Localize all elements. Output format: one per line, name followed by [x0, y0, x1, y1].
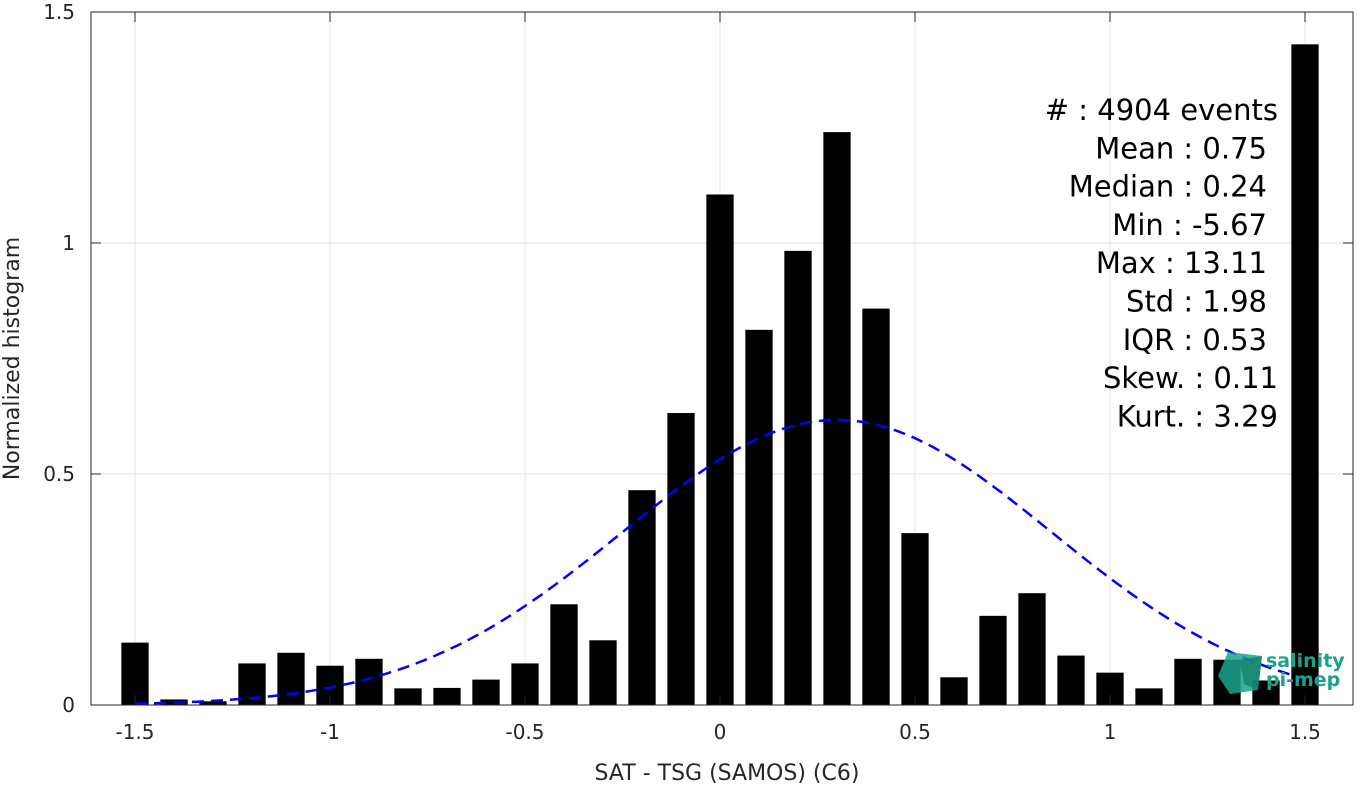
stats-line: Mean : 0.75: [1095, 131, 1267, 165]
y-tick-label: 1: [62, 231, 75, 255]
stats-annotation: # : 4904 events Mean : 0.75 Median : 0.24 M…: [1045, 93, 1278, 433]
stats-line: Std : 1.98: [1126, 285, 1267, 319]
histogram-bar: [355, 658, 383, 705]
histogram-bar: [862, 308, 890, 705]
histogram-bar: [472, 679, 500, 705]
histogram-bar: [979, 615, 1007, 705]
x-tick-label: 1: [1104, 720, 1117, 744]
y-tick-label: 0: [62, 693, 75, 717]
plot-frame: [90, 11, 1354, 706]
histogram-bar: [121, 642, 149, 705]
histogram-bar: [1018, 593, 1046, 705]
histogram-bar: [1135, 688, 1163, 705]
x-tick-label: 0: [714, 720, 727, 744]
gaussian-fit-curve: [134, 418, 1306, 705]
x-tick-label: -0.5: [505, 720, 544, 744]
histogram-bar: [550, 604, 578, 705]
y-tick-label: 0.5: [43, 462, 75, 486]
logo-text-salinity: salinity: [1266, 650, 1345, 672]
histogram-bar: [199, 701, 227, 705]
histogram-bar: [277, 652, 305, 705]
histogram-bar: [745, 329, 773, 705]
histogram-bar: [784, 250, 812, 705]
x-tick-label: 1.5: [1289, 720, 1321, 744]
logo-mark-shade-icon: [1240, 656, 1262, 690]
histogram-bar: [1057, 655, 1085, 705]
y-axis-ticks: 0 0.5 1 1.5: [43, 0, 1353, 717]
stats-line: Min : -5.67: [1112, 208, 1267, 242]
histogram-bar: [589, 640, 617, 705]
histogram-bars: [121, 44, 1319, 706]
x-axis-label: SAT - TSG (SAMOS) (C6): [595, 761, 860, 785]
x-tick-label: -1.5: [115, 720, 154, 744]
histogram-bar: [628, 490, 656, 705]
stats-line: Median : 0.24: [1069, 170, 1267, 204]
stats-line: Kurt. : 3.29: [1117, 399, 1278, 433]
salinity-pimep-logo: salinity pi-mep: [1218, 650, 1345, 694]
stats-line: Max : 13.11: [1096, 246, 1267, 280]
y-axis-label: Normalized histogram: [0, 237, 25, 480]
histogram-bar: [823, 132, 851, 705]
x-axis-ticks: -1.5 -1 -0.5 0 0.5 1 1.5: [115, 12, 1321, 744]
stats-line: # : 4904 events: [1045, 93, 1278, 127]
x-tick-label: -1: [320, 720, 340, 744]
stats-line: IQR : 0.53: [1123, 323, 1267, 357]
stats-line: Skew. : 0.11: [1103, 361, 1278, 395]
histogram-bar: [667, 413, 695, 705]
histogram-bar: [394, 688, 422, 705]
x-tick-label: 0.5: [899, 720, 931, 744]
histogram-bar: [706, 194, 734, 706]
histogram-bar: [433, 687, 461, 705]
histogram-bar: [901, 533, 929, 705]
histogram-bar: [940, 677, 968, 705]
histogram-bar: [1174, 658, 1202, 705]
y-tick-label: 1.5: [43, 0, 75, 24]
histogram-bar: [1291, 44, 1319, 705]
logo-text-pimep: pi-mep: [1266, 669, 1340, 691]
